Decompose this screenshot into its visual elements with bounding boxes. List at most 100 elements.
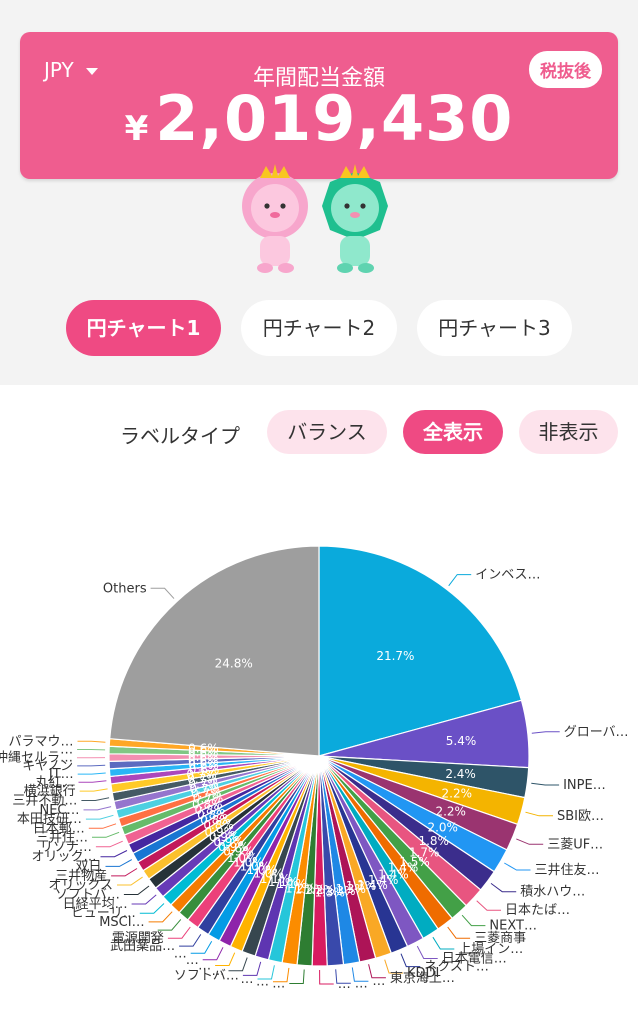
pie-name-label: 電源開発 — [112, 931, 164, 946]
pie-slices — [108, 545, 530, 967]
pie-slice[interactable] — [318, 545, 523, 757]
pie-leader-line — [368, 964, 386, 979]
pie-percent-label: 1.0% — [253, 867, 284, 881]
pie-percent-label: 21.7% — [376, 649, 414, 663]
pie-name-label: オリック… — [31, 850, 96, 865]
pie-percent-label: 1.7% — [409, 846, 440, 860]
pie-name-label: 日本たば… — [505, 903, 570, 918]
pie-name-label: … — [174, 946, 187, 961]
pie-name-label: 日本郵… — [33, 821, 85, 836]
pie-percent-label: 1.0% — [240, 860, 271, 874]
dividend-pie-chart: 21.7%5.4%2.4%2.2%2.2%2.0%1.8%1.7%1.5%1.4… — [0, 545, 629, 992]
pie-name-label: 日本電信… — [442, 952, 507, 967]
pie-leader-line — [85, 814, 114, 820]
pie-leader-line — [384, 959, 403, 974]
pie-leader-line — [123, 885, 150, 895]
pie-name-label: 三井住友… — [535, 862, 600, 878]
pie-percent-label: 0.8% — [192, 798, 223, 812]
pie-percent-label: 1.2% — [295, 883, 326, 897]
tab-pie-chart-1[interactable]: 円チャート1 — [66, 300, 221, 356]
pie-leader-line — [242, 961, 262, 976]
pie-leader-line — [139, 903, 165, 914]
pie-percent-label: 1.3% — [314, 885, 345, 899]
pie-name-label: 丸紅… — [35, 775, 74, 790]
pie-name-label: … — [141, 923, 154, 938]
label-type-balance-button[interactable]: バランス — [267, 410, 387, 454]
pie-percent-labels: 21.7%5.4%2.4%2.2%2.2%2.0%1.8%1.7%1.5%1.4… — [186, 649, 476, 900]
pie-leader-line — [351, 967, 369, 982]
tax-toggle-button[interactable]: 税抜後 — [529, 51, 602, 88]
pie-percent-label: 0.9% — [205, 825, 236, 839]
pie-leader-line — [105, 859, 133, 867]
pie-name-label: ソフトバ… — [55, 888, 120, 903]
pie-percent-label: 0.8% — [203, 818, 234, 832]
lion-mascots-illustration — [242, 164, 388, 273]
pie-name-label: … — [338, 977, 351, 992]
pie-percent-label: 24.8% — [215, 656, 253, 670]
pie-name-label: … — [186, 953, 199, 968]
pie-leader-line — [476, 900, 501, 911]
green-lion-icon — [322, 164, 388, 273]
pie-percent-label: 0.7% — [186, 767, 217, 781]
annual-dividend-amount: ¥2,019,430 — [20, 82, 618, 155]
label-type-show-all-button[interactable]: 全表示 — [403, 410, 503, 454]
pie-percent-label: 0.6% — [188, 754, 219, 768]
pie-leader-line — [81, 797, 110, 801]
pie-leader-line — [448, 574, 472, 587]
pie-leader-line — [531, 731, 560, 734]
pie-name-label: オリックス — [48, 878, 113, 893]
pie-name-label: … — [355, 976, 368, 991]
pie-name-label: ソフトバ… — [174, 968, 239, 983]
pie-leader-line — [335, 969, 351, 984]
pie-name-label: リソナ… — [40, 840, 92, 855]
pie-percent-label: 2.0% — [427, 820, 458, 834]
pie-name-label: ネクスト… — [424, 960, 489, 975]
pie-percent-label: 1.3% — [346, 879, 377, 893]
pie-percent-label: 1.1% — [276, 877, 307, 891]
pie-name-label: KDDI — [407, 966, 439, 981]
pie-percent-label: 1.0% — [227, 851, 258, 865]
pie-leader-line — [202, 947, 224, 961]
label-type-hide-button[interactable]: 非表示 — [519, 410, 618, 454]
pie-leader-line — [78, 780, 107, 783]
pie-percent-label: 5.4% — [446, 734, 477, 748]
pie-percent-label: 0.6% — [188, 742, 219, 756]
currency-selector[interactable]: JPY — [44, 58, 98, 82]
pie-slice[interactable] — [109, 545, 320, 757]
amount-value: 2,019,430 — [155, 82, 514, 155]
pie-name-label: SBI欧… — [557, 809, 604, 824]
pie-percent-label: 2.4% — [445, 767, 476, 781]
pie-leader-line — [531, 782, 560, 786]
pie-leader-line — [77, 772, 106, 775]
pie-leader-line — [228, 957, 248, 972]
pie-leader-line — [504, 862, 531, 871]
pie-leader-lines — [77, 574, 560, 985]
pie-leader-line — [148, 911, 173, 923]
label-type-label: ラベルタイプ — [120, 424, 240, 448]
pie-leader-line — [179, 934, 202, 947]
pie-name-label: 三井物産 — [55, 868, 107, 884]
pie-name-label: 沖縄セルラ… — [0, 751, 73, 766]
pie-leader-line — [490, 882, 517, 893]
pie-percent-label: 0.7% — [187, 772, 218, 786]
tab-pie-chart-3[interactable]: 円チャート3 — [417, 300, 572, 356]
pie-leader-line — [319, 969, 334, 985]
pie-leader-line — [150, 587, 175, 599]
pie-leader-line — [77, 740, 106, 743]
pie-percent-label: 0.9% — [209, 830, 240, 844]
pie-leader-line — [83, 806, 112, 811]
pie-percent-label: 0.6% — [188, 750, 219, 764]
pie-name-label: インベス… — [475, 568, 540, 583]
pie-leader-line — [167, 926, 191, 939]
pie-name-label: 三菱商事 — [474, 931, 526, 946]
pie-percent-label: 1.1% — [260, 872, 291, 886]
pie-name-label: … — [198, 959, 211, 974]
pie-name-label: … — [241, 972, 254, 987]
pie-name-label: 三菱UF… — [547, 837, 603, 852]
pie-percent-label: 0.6% — [188, 758, 219, 772]
tab-pie-chart-2[interactable]: 円チャート2 — [241, 300, 397, 356]
pie-name-label: ヒューリ… — [71, 906, 136, 921]
pie-name-label: 東京海上… — [390, 970, 455, 986]
pie-name-label: … — [256, 975, 269, 990]
pie-percent-label: 0.9% — [218, 840, 249, 854]
